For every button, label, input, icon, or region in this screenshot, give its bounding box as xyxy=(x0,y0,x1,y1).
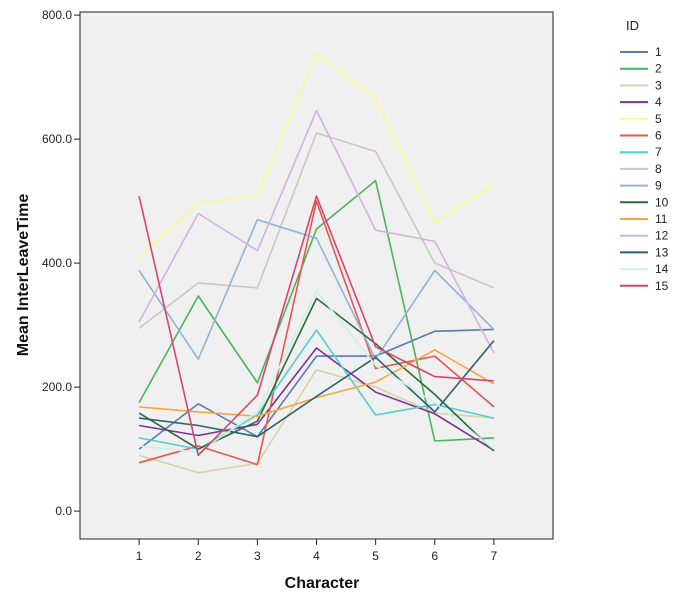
series-line-13 xyxy=(139,340,495,438)
series-line-2 xyxy=(138,179,494,442)
y-axis-title: Mean InterLeaveTime xyxy=(15,194,32,357)
x-tick-label: 7 xyxy=(491,549,498,563)
legend-label: 13 xyxy=(655,245,669,259)
legend-label: 12 xyxy=(655,229,669,243)
legend-label: 9 xyxy=(655,179,662,193)
series-line-1 xyxy=(138,328,494,450)
y-tick-label: 600.0 xyxy=(42,132,72,146)
series-line-12 xyxy=(138,109,495,354)
legend-label: 8 xyxy=(655,162,662,176)
legend-title: ID xyxy=(626,18,639,33)
x-axis: 1 2 3 4 5 6 7 xyxy=(136,539,498,563)
series-line-6 xyxy=(138,200,495,466)
y-tick-label: 0.0 xyxy=(55,504,72,518)
series-line-4 xyxy=(138,347,495,451)
series-line-10 xyxy=(138,297,495,452)
series-line-15 xyxy=(138,195,494,457)
legend-label: 3 xyxy=(655,78,662,92)
x-tick-label: 4 xyxy=(313,549,320,563)
x-tick-label: 1 xyxy=(136,549,143,563)
legend-label: 1 xyxy=(655,45,662,59)
x-tick-label: 5 xyxy=(372,549,379,563)
y-tick-label: 400.0 xyxy=(42,256,72,270)
series-line-8 xyxy=(138,132,495,329)
legend-label: 10 xyxy=(655,195,669,209)
legend-label: 15 xyxy=(655,279,669,293)
y-axis: 0.0 200.0 400.0 600.0 800.0 xyxy=(42,8,80,518)
plot-area xyxy=(79,11,554,540)
legend-label: 14 xyxy=(655,262,669,276)
x-tick-label: 2 xyxy=(195,549,202,563)
x-axis-title: Character xyxy=(285,575,360,592)
x-tick-label: 6 xyxy=(431,549,438,563)
x-tick-label: 3 xyxy=(254,549,261,563)
legend-label: 4 xyxy=(655,95,662,109)
series-line-5 xyxy=(138,52,495,258)
legend-label: 5 xyxy=(655,112,662,126)
series-line-11 xyxy=(139,349,495,418)
y-tick-label: 800.0 xyxy=(42,8,72,22)
y-tick-label: 200.0 xyxy=(42,380,72,394)
legend-label: 6 xyxy=(655,129,662,143)
series-line-9 xyxy=(138,218,495,361)
legend-label: 11 xyxy=(655,212,668,226)
legend-label: 2 xyxy=(655,62,662,76)
legend-label: 7 xyxy=(655,145,662,159)
series-lines xyxy=(138,52,495,474)
